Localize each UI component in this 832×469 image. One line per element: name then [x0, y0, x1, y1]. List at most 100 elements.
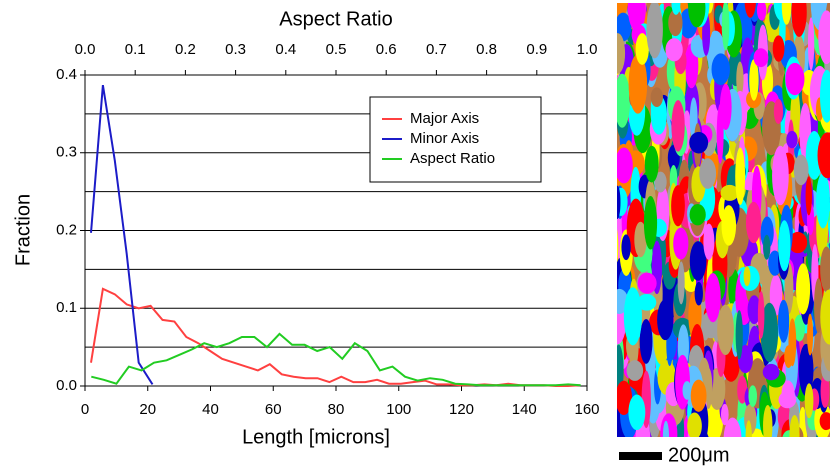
- grain: [637, 272, 657, 294]
- grain: [747, 295, 761, 325]
- grain: [671, 100, 685, 152]
- x-tick-label: 60: [265, 401, 282, 418]
- x2-tick-label: 0.2: [175, 41, 196, 58]
- grain: [650, 87, 663, 108]
- grain: [719, 83, 732, 131]
- grain: [688, 3, 706, 28]
- grain: [820, 373, 830, 408]
- x-tick-label: 40: [202, 401, 219, 418]
- x2-tick-label: 0.8: [476, 41, 497, 58]
- grain: [807, 17, 815, 71]
- grain: [657, 299, 674, 341]
- grain: [717, 304, 734, 356]
- grain: [617, 33, 626, 74]
- grain: [772, 145, 789, 206]
- x2-tick-label: 0.1: [125, 41, 146, 58]
- y-tick-label: 0.2: [56, 221, 77, 238]
- series-line: [91, 332, 581, 387]
- grain: [793, 154, 809, 186]
- grain: [816, 173, 830, 229]
- legend-label: Minor Axis: [410, 130, 479, 147]
- x-axis-label: Length [microns]: [242, 426, 390, 448]
- grain: [820, 246, 830, 292]
- grain: [763, 234, 771, 260]
- plot-frame: [84, 74, 588, 387]
- grain: [673, 227, 689, 260]
- grain: [819, 412, 830, 431]
- grain: [778, 299, 790, 343]
- grain: [745, 420, 752, 437]
- grain: [699, 158, 717, 189]
- grain: [646, 3, 663, 59]
- x-tick-label: 20: [139, 401, 156, 418]
- grain: [748, 385, 758, 407]
- grain: [677, 261, 685, 305]
- x-tick-label: 80: [328, 401, 345, 418]
- grain: [736, 61, 744, 97]
- grain: [643, 196, 658, 250]
- grain: [690, 379, 707, 412]
- grain: [617, 228, 619, 265]
- y-tick-label: 0.4: [56, 66, 77, 83]
- grain: [617, 73, 631, 128]
- x2-tick-label: 0.0: [75, 41, 96, 58]
- grain: [793, 314, 806, 342]
- y-tick-label: 0.3: [56, 144, 77, 161]
- grain: [773, 98, 784, 124]
- grain: [617, 380, 633, 416]
- x2-tick-label: 0.5: [326, 41, 347, 58]
- grain: [617, 12, 632, 42]
- plot: 0.0 0.1 0.2 0.3 0.4 0 20 40 60 80 100 120 140 160 0.0 0…: [56, 41, 599, 418]
- grain: [791, 3, 807, 37]
- grain: [609, 408, 616, 430]
- grain: [778, 220, 791, 272]
- grain: [723, 417, 742, 437]
- x2-tick-label: 1.0: [577, 41, 598, 58]
- grain: [694, 281, 703, 306]
- grain: [654, 171, 667, 193]
- grain: [760, 302, 779, 362]
- grain: [687, 412, 702, 437]
- x2-tick-label: 0.6: [376, 41, 397, 58]
- grain: [720, 184, 739, 201]
- grain: [807, 313, 814, 356]
- grain: [781, 380, 795, 408]
- grain: [720, 403, 729, 426]
- grain: [804, 383, 814, 419]
- grain: [617, 147, 633, 184]
- y-axis-label: Fraction: [12, 194, 34, 266]
- grain: [743, 266, 751, 287]
- series-line: [90, 287, 580, 387]
- series-line: [90, 84, 154, 385]
- scale-label: 200μm: [668, 444, 730, 466]
- grain: [805, 176, 812, 216]
- grain: [705, 273, 721, 323]
- grain: [644, 145, 659, 183]
- grain: [781, 3, 792, 25]
- grain: [796, 263, 811, 315]
- x2-tick-label: 0.4: [275, 41, 296, 58]
- x2-tick-label: 0.7: [426, 41, 447, 58]
- grain: [623, 287, 642, 346]
- grain: [820, 289, 830, 345]
- micrograph: [609, 3, 830, 437]
- grain: [639, 318, 653, 364]
- x-tick-label: 0: [81, 401, 89, 418]
- grain: [662, 420, 670, 437]
- grain: [772, 35, 785, 62]
- grain: [819, 69, 830, 123]
- legend-label: Aspect Ratio: [410, 150, 495, 167]
- grain: [788, 231, 808, 254]
- grain: [818, 10, 830, 65]
- grain: [798, 343, 814, 397]
- grain: [711, 53, 730, 86]
- grain: [671, 185, 685, 227]
- grain: [671, 3, 681, 15]
- grain: [617, 185, 621, 220]
- x-tick-label: 120: [449, 401, 474, 418]
- grain: [756, 3, 767, 21]
- grain: [626, 360, 644, 381]
- grain: [763, 405, 773, 437]
- grain: [744, 3, 756, 18]
